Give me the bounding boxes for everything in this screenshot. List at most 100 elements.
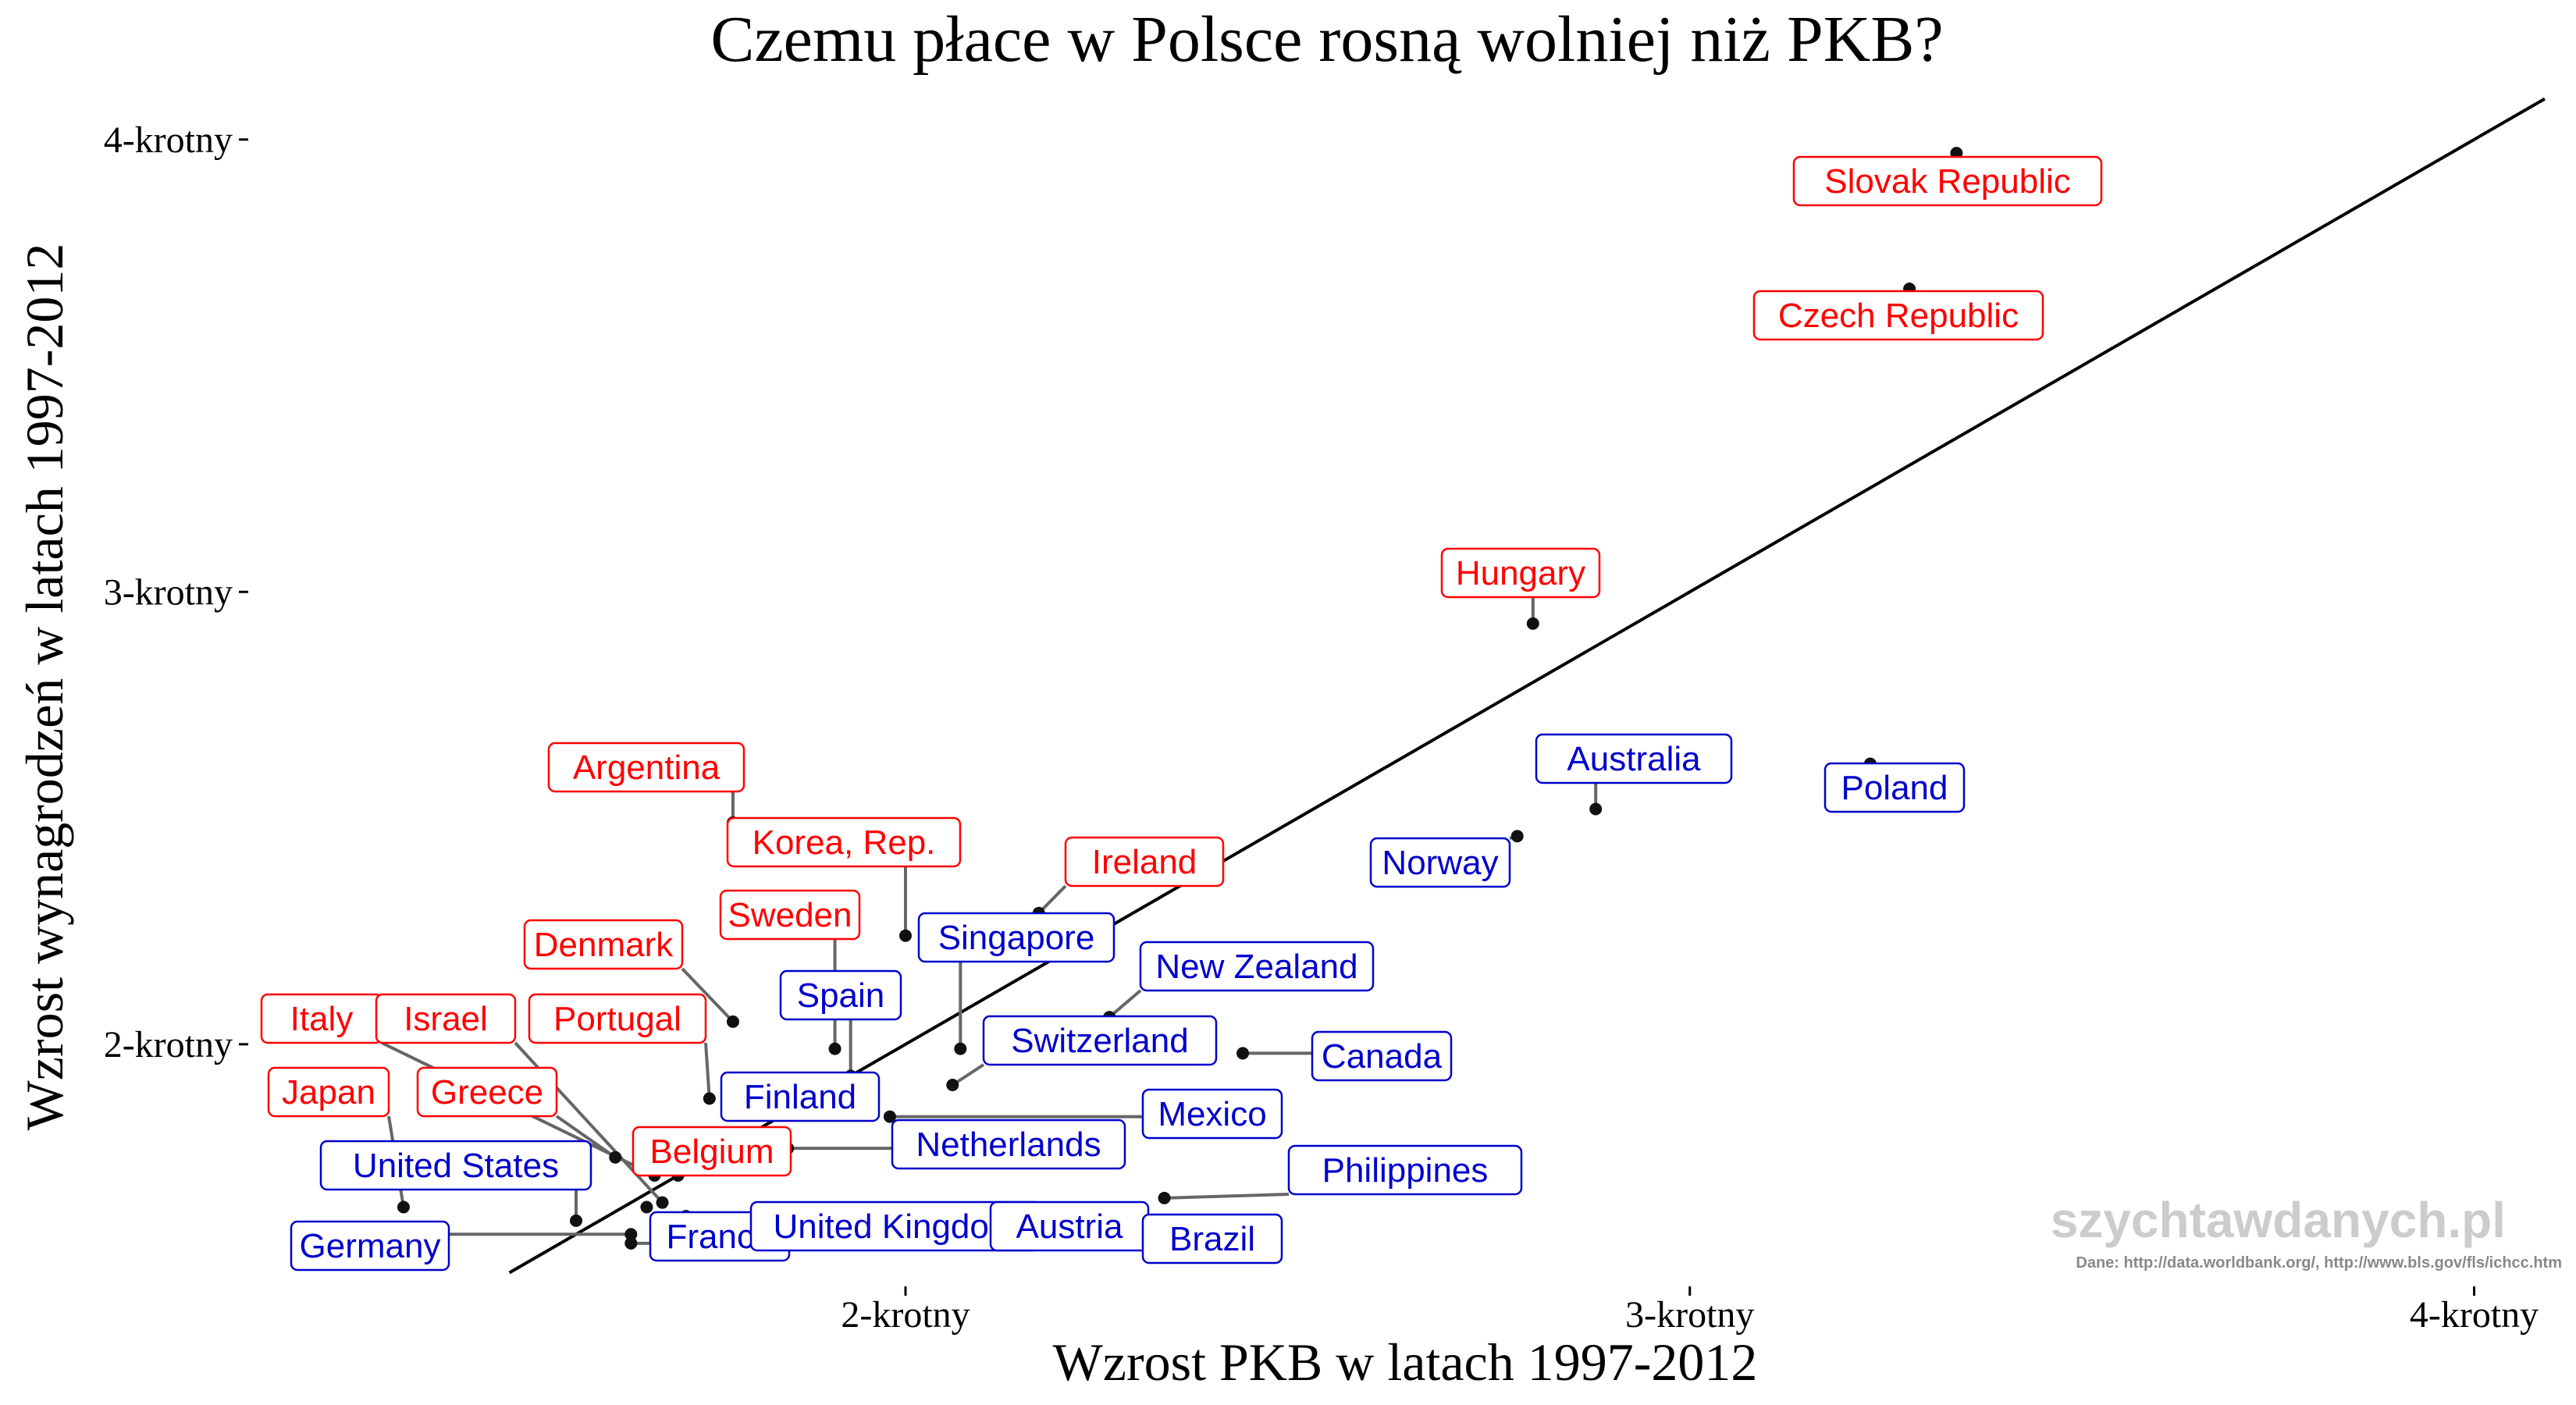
label-box-greece (416, 1066, 558, 1118)
label-text-italy: Italy (290, 1000, 354, 1038)
label-text-czech-republic: Czech Republic (1778, 297, 2019, 335)
label-norway: Norway (1369, 837, 1511, 888)
label-box-norway (1369, 837, 1511, 888)
connector-new-zealand (1108, 989, 1142, 1019)
label-connectors (381, 153, 1959, 1245)
label-israel: Israel (375, 993, 517, 1044)
label-text-greece: Greece (431, 1073, 543, 1112)
source-note: Dane: http://data.worldbank.org/, http:/… (2076, 1254, 2562, 1272)
label-belgium: Belgium (632, 1126, 792, 1177)
point-austria (624, 1236, 638, 1250)
label-text-new-zealand: New Zealand (1155, 948, 1357, 986)
label-australia: Australia (1535, 733, 1733, 784)
y-tick-label-0: 2-krotny (104, 1024, 233, 1065)
chart-title: Czemu płace w Polsce rosną wolniej niż P… (710, 3, 1943, 76)
connector-ireland (1037, 884, 1067, 915)
x-tick-label-0: 2-krotny (841, 1294, 970, 1336)
point-france (640, 1200, 653, 1214)
label-box-philippines (1287, 1144, 1523, 1196)
label-box-denmark (523, 919, 684, 970)
label-text-poland: Poland (1841, 769, 1948, 807)
x-tick-label-1: 3-krotny (1625, 1294, 1754, 1336)
y-axis: 2-krotny 3-krotny 4-krotny (104, 119, 248, 1065)
label-box-ireland (1064, 836, 1225, 887)
label-box-singapore (917, 912, 1115, 963)
label-box-czech-republic (1752, 290, 2044, 341)
x-axis-label: Wzrost PKB w latach 1997-2012 (1053, 1332, 1758, 1392)
label-singapore: Singapore (917, 912, 1115, 963)
label-text-japan: Japan (282, 1073, 375, 1112)
point-mexico (883, 1110, 896, 1123)
label-box-germany (290, 1220, 450, 1272)
watermark: szychtawdanych.pl (2051, 1192, 2506, 1248)
label-brazil: Brazil (1141, 1213, 1283, 1264)
label-box-brazil (1141, 1213, 1283, 1264)
label-text-united-kingdom: United Kingdom (773, 1208, 1017, 1246)
label-italy: Italy (260, 993, 383, 1044)
label-canada: Canada (1311, 1030, 1453, 1082)
label-japan: Japan (267, 1066, 390, 1118)
label-united-kingdom: United Kingdom (749, 1200, 1041, 1252)
label-ireland: Ireland (1064, 836, 1225, 887)
point-canada (1236, 1047, 1250, 1060)
point-japan (397, 1200, 410, 1214)
label-netherlands: Netherlands (891, 1119, 1126, 1170)
point-united-states (570, 1214, 582, 1227)
label-argentina: Argentina (547, 742, 745, 793)
label-text-korea-rep: Korea, Rep. (753, 823, 936, 862)
label-denmark: Denmark (523, 919, 684, 970)
label-text-finland: Finland (744, 1078, 856, 1116)
label-text-slovak-republic: Slovak Republic (1824, 162, 2071, 201)
point-germany (624, 1228, 638, 1241)
label-text-mexico: Mexico (1158, 1095, 1266, 1133)
label-box-new-zealand (1139, 941, 1375, 992)
connector-portugal (704, 1042, 711, 1099)
label-korea-rep: Korea, Rep. (726, 816, 962, 868)
label-hungary: Hungary (1440, 547, 1601, 599)
y-tick-label-1: 3-krotny (104, 571, 233, 613)
label-box-belgium (632, 1126, 792, 1177)
label-box-sweden (719, 889, 861, 941)
y-axis-label: Wzrost wynagrodzeń w latach 1997-2012 (15, 244, 74, 1131)
label-finland: Finland (720, 1071, 881, 1122)
label-text-portugal: Portugal (553, 1000, 681, 1038)
x-axis: 2-krotny 3-krotny 4-krotny (841, 1286, 2539, 1336)
label-text-switzerland: Switzerland (1011, 1022, 1188, 1060)
label-text-netherlands: Netherlands (916, 1126, 1101, 1164)
label-text-spain: Spain (797, 976, 885, 1015)
label-text-belgium: Belgium (650, 1133, 774, 1171)
label-germany: Germany (290, 1220, 450, 1272)
label-box-mexico (1141, 1088, 1283, 1140)
label-box-hungary (1440, 547, 1601, 599)
point-switzerland (946, 1079, 959, 1091)
data-points (397, 147, 1963, 1250)
label-spain: Spain (779, 969, 902, 1021)
label-text-argentina: Argentina (573, 749, 720, 787)
x-tick-label-2: 4-krotny (2410, 1294, 2539, 1336)
point-hungary (1526, 617, 1539, 630)
data-labels: Slovak Republic Czech Republic Hungary Arge… (260, 155, 2103, 1272)
label-box-japan (267, 1066, 390, 1118)
label-box-poland (1823, 762, 1966, 813)
label-box-finland (720, 1071, 881, 1122)
y-tick-label-2: 4-krotny (104, 119, 233, 161)
label-text-germany: Germany (300, 1227, 441, 1265)
connector-greece (555, 1115, 617, 1159)
label-text-canada: Canada (1322, 1037, 1443, 1076)
label-box-portugal (528, 993, 707, 1044)
label-text-israel: Israel (404, 1000, 488, 1038)
label-poland: Poland (1823, 762, 1966, 813)
point-portugal (703, 1092, 716, 1105)
point-israel (656, 1196, 669, 1209)
point-australia (1589, 802, 1603, 816)
label-text-united-states: United States (353, 1147, 559, 1185)
label-box-netherlands (891, 1119, 1126, 1170)
connector-denmark (681, 967, 735, 1023)
label-czech-republic: Czech Republic (1752, 290, 2044, 341)
label-sweden: Sweden (719, 889, 861, 941)
label-box-slovak-republic (1792, 155, 2103, 207)
label-slovak-republic: Slovak Republic (1792, 155, 2103, 207)
label-box-canada (1311, 1030, 1453, 1082)
label-text-norway: Norway (1382, 844, 1498, 882)
